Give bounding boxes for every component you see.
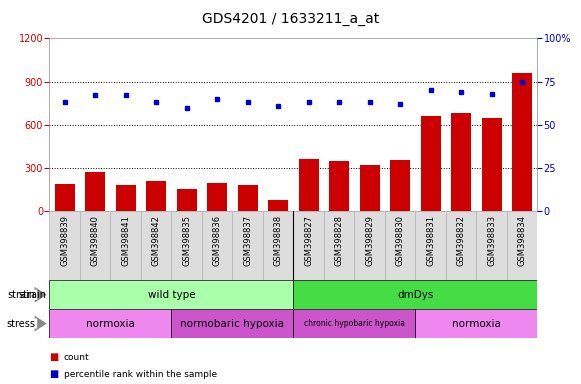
Text: count: count <box>64 353 89 362</box>
Text: GSM398836: GSM398836 <box>213 215 221 266</box>
Text: GSM398829: GSM398829 <box>365 215 374 265</box>
Text: percentile rank within the sample: percentile rank within the sample <box>64 370 217 379</box>
Text: normoxia: normoxia <box>86 318 135 329</box>
Bar <box>293 211 324 280</box>
Text: GSM398828: GSM398828 <box>335 215 343 266</box>
FancyArrow shape <box>35 287 47 303</box>
Bar <box>171 211 202 280</box>
Bar <box>360 165 379 211</box>
Bar <box>482 118 501 211</box>
Bar <box>80 211 110 280</box>
Bar <box>171 309 293 338</box>
Bar <box>238 185 257 211</box>
Text: GSM398842: GSM398842 <box>152 215 160 265</box>
Bar <box>116 185 135 211</box>
Bar <box>202 211 232 280</box>
Bar <box>293 309 415 338</box>
Text: chronic hypobaric hypoxia: chronic hypobaric hypoxia <box>304 319 405 328</box>
Bar <box>110 211 141 280</box>
Bar <box>329 161 349 211</box>
Bar <box>299 159 318 211</box>
Text: GSM398832: GSM398832 <box>457 215 465 266</box>
Bar <box>207 183 227 211</box>
Text: normoxia: normoxia <box>452 318 501 329</box>
Bar <box>177 189 196 211</box>
Text: stress: stress <box>6 318 35 329</box>
Text: strain: strain <box>7 290 35 300</box>
Text: GSM398831: GSM398831 <box>426 215 435 266</box>
Bar <box>293 280 537 309</box>
Text: GSM398835: GSM398835 <box>182 215 191 266</box>
Bar <box>268 200 288 211</box>
Bar <box>512 73 532 211</box>
Bar <box>415 309 537 338</box>
Text: GDS4201 / 1633211_a_at: GDS4201 / 1633211_a_at <box>202 12 379 25</box>
Text: dmDys: dmDys <box>397 290 433 300</box>
Bar <box>354 211 385 280</box>
Bar <box>232 211 263 280</box>
Text: GSM398839: GSM398839 <box>60 215 69 266</box>
Bar <box>476 211 507 280</box>
Text: GSM398838: GSM398838 <box>274 215 282 266</box>
Text: GSM398837: GSM398837 <box>243 215 252 266</box>
Text: ■: ■ <box>49 369 59 379</box>
Bar <box>49 211 80 280</box>
Text: GSM398834: GSM398834 <box>518 215 526 266</box>
Text: GSM398841: GSM398841 <box>121 215 130 265</box>
Bar <box>421 116 440 211</box>
Bar <box>324 211 354 280</box>
FancyArrow shape <box>35 316 47 331</box>
Bar <box>55 184 74 211</box>
Text: ■: ■ <box>49 352 59 362</box>
Bar <box>141 211 171 280</box>
Bar <box>85 172 105 211</box>
Text: GSM398840: GSM398840 <box>91 215 99 265</box>
Text: strain: strain <box>19 290 46 300</box>
Bar <box>415 211 446 280</box>
Bar <box>446 211 476 280</box>
Bar <box>390 160 410 211</box>
Bar <box>507 211 537 280</box>
Bar <box>385 211 415 280</box>
Bar <box>451 113 471 211</box>
Text: wild type: wild type <box>148 290 195 300</box>
Bar <box>146 181 166 211</box>
Bar <box>49 309 171 338</box>
Bar <box>263 211 293 280</box>
Text: GSM398833: GSM398833 <box>487 215 496 266</box>
Text: GSM398830: GSM398830 <box>396 215 404 266</box>
Text: normobaric hypoxia: normobaric hypoxia <box>180 318 285 329</box>
Text: GSM398827: GSM398827 <box>304 215 313 266</box>
Bar <box>49 280 293 309</box>
